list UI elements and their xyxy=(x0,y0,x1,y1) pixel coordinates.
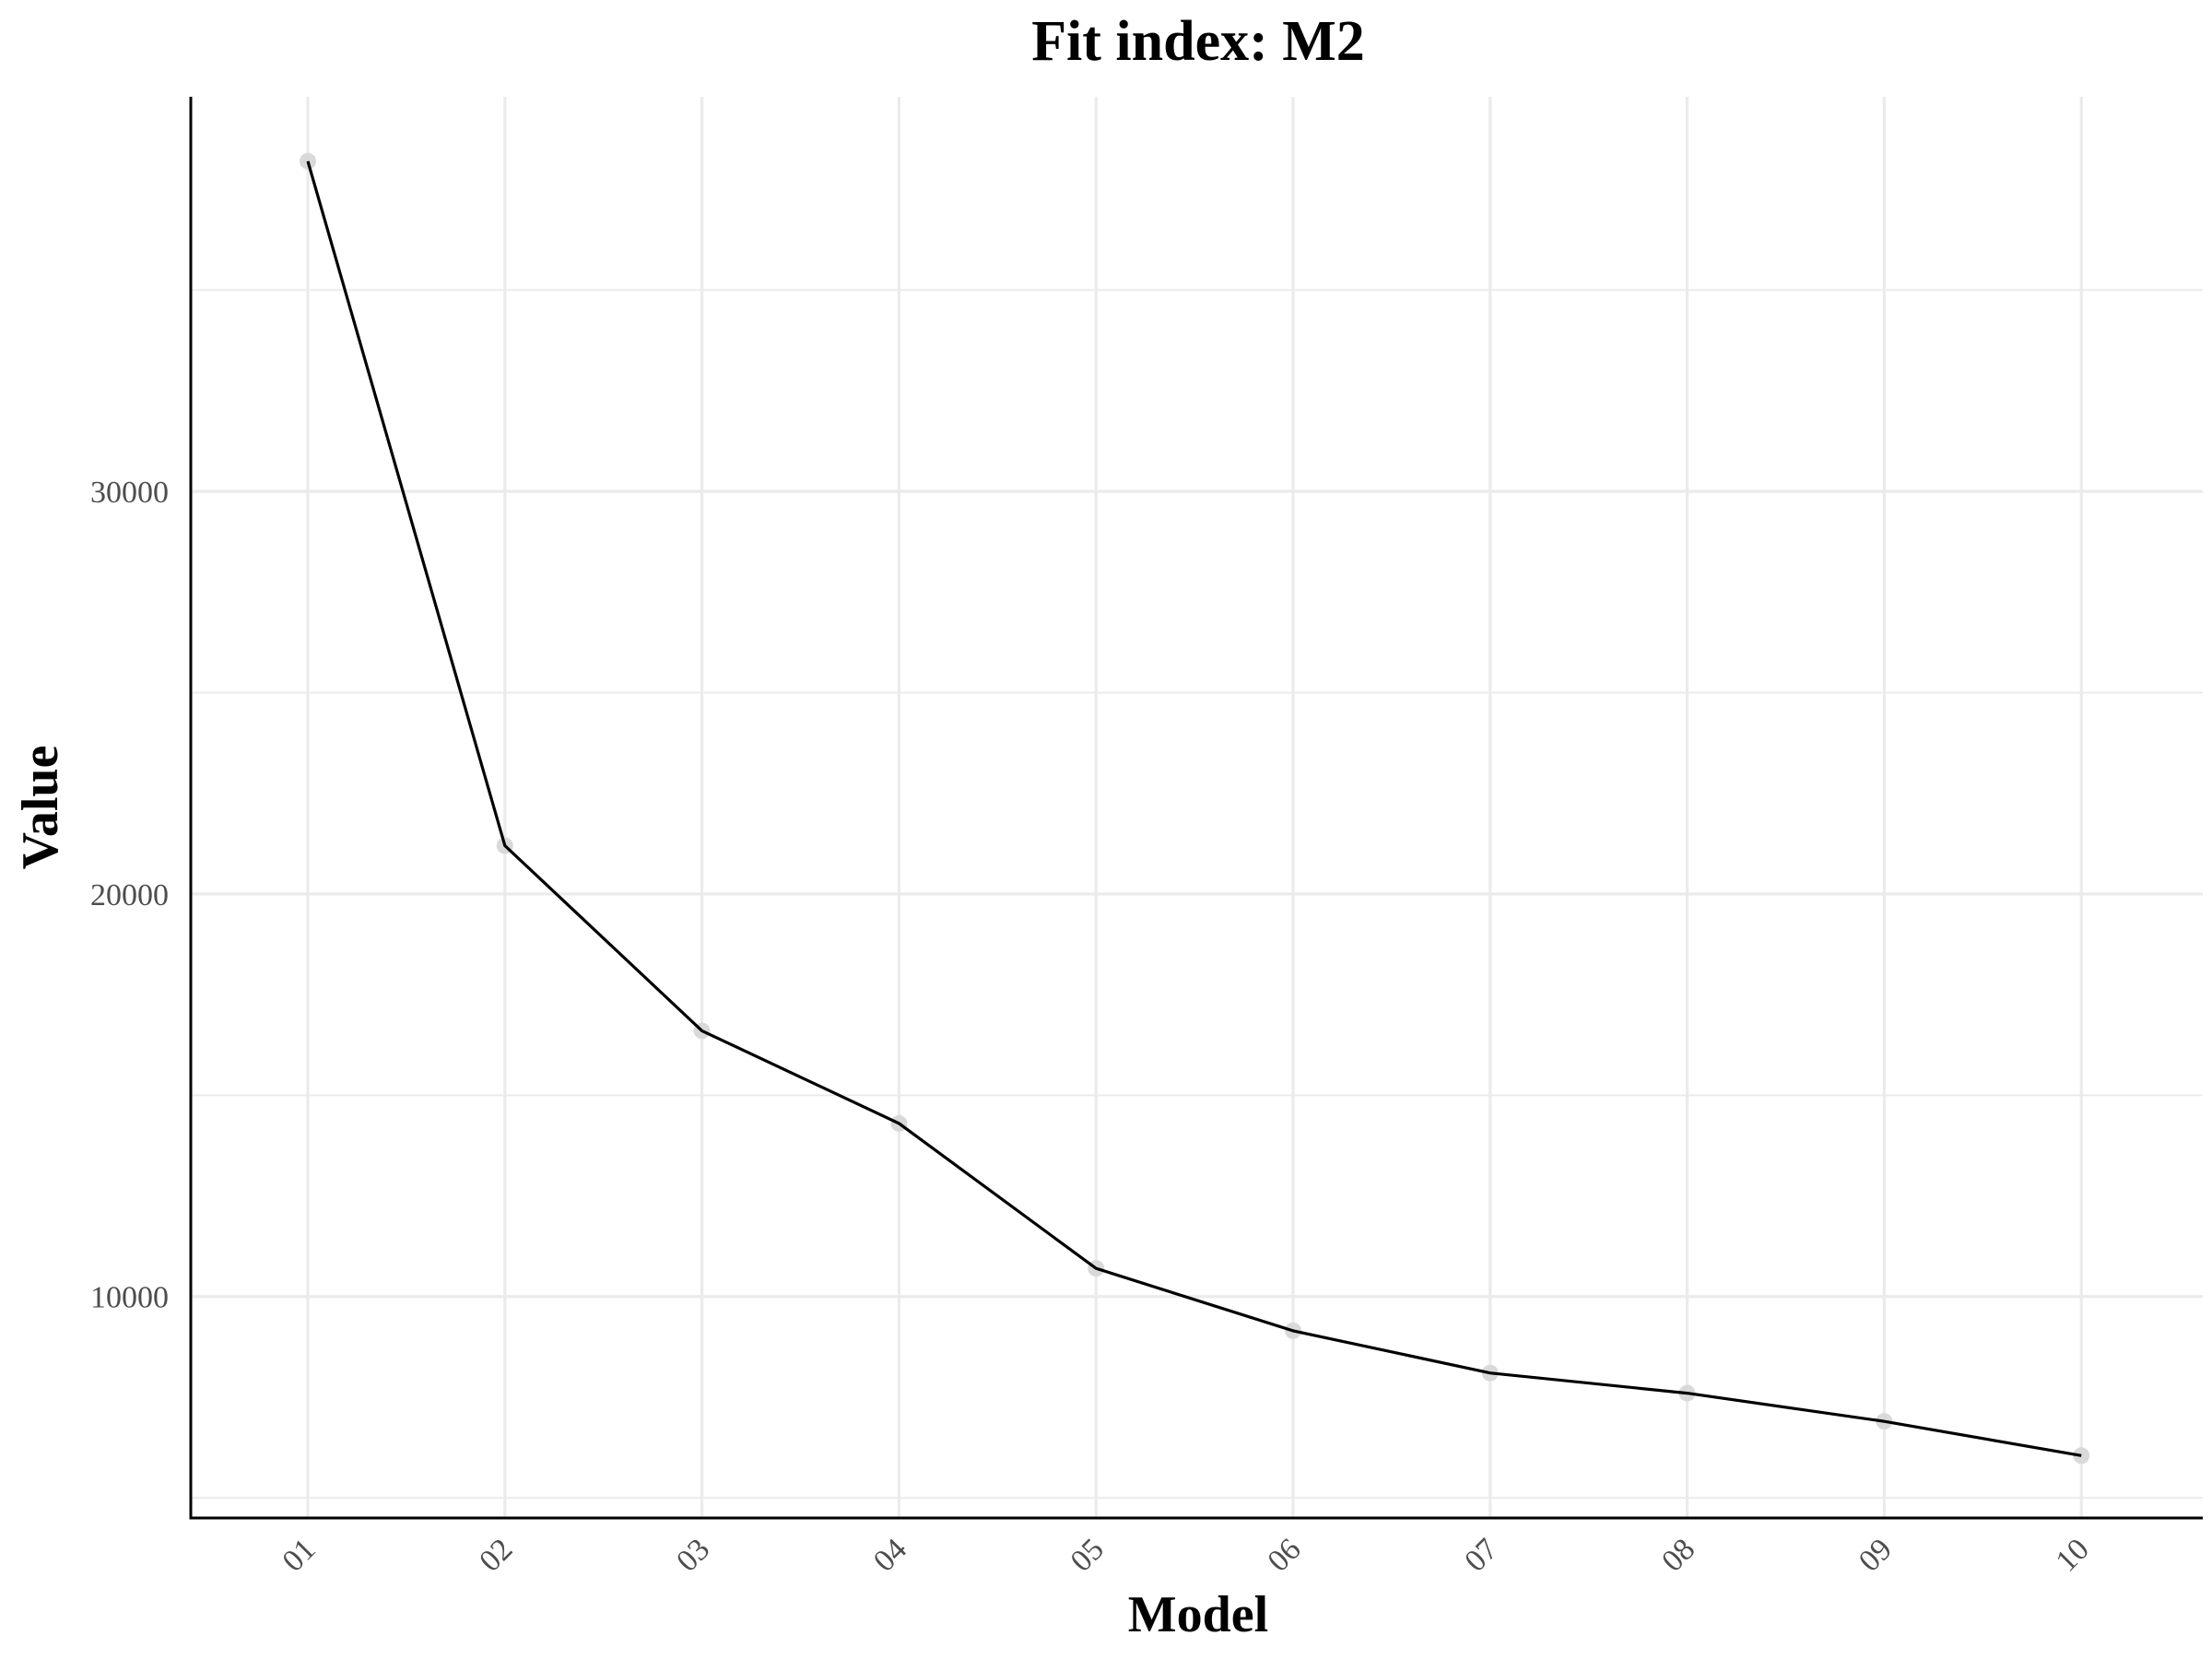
x-tick-label: 01 xyxy=(276,1532,322,1578)
y-tick-label: 10000 xyxy=(90,1281,169,1315)
x-tick-label: 09 xyxy=(1853,1532,1899,1578)
x-tick-label: 05 xyxy=(1065,1532,1111,1578)
x-tick-label: 04 xyxy=(867,1532,913,1578)
data-point xyxy=(300,152,316,170)
series-layer xyxy=(300,152,2090,1465)
x-tick-label: 08 xyxy=(1655,1532,1701,1578)
y-tick-label: 20000 xyxy=(90,878,169,912)
grid-layer xyxy=(191,97,2203,1518)
x-tick-label: 10 xyxy=(2050,1532,2096,1578)
x-tick-label: 03 xyxy=(670,1532,716,1578)
x-tick-label: 06 xyxy=(1261,1532,1307,1578)
x-tick-label: 02 xyxy=(473,1532,519,1578)
x-axis-title: Model xyxy=(1128,1586,1268,1643)
chart-title: Fit index: M2 xyxy=(1031,10,1365,73)
label-layer: Fit index: M2 Model Value 10000 20000 3000… xyxy=(12,10,2096,1643)
y-tick-label: 30000 xyxy=(90,476,169,510)
y-axis-title: Value xyxy=(12,746,69,870)
series-line xyxy=(306,160,2082,1457)
axis-layer xyxy=(189,97,2203,1520)
x-tick-label: 07 xyxy=(1458,1532,1504,1578)
